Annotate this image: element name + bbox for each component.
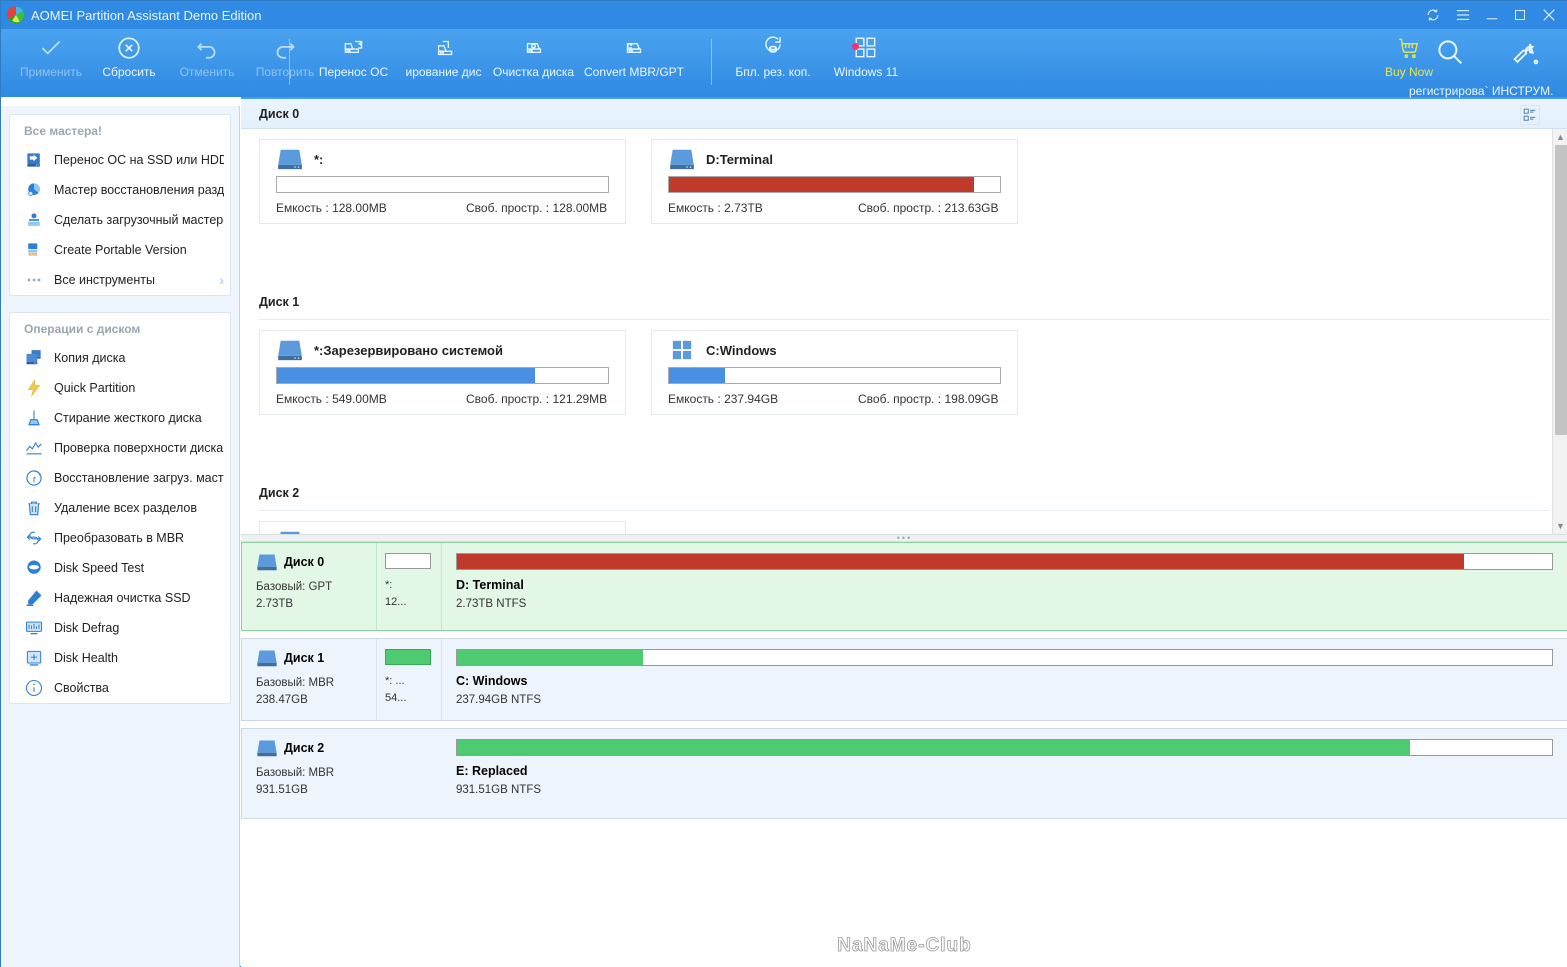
svg-text:TECH: TECH <box>30 254 36 256</box>
